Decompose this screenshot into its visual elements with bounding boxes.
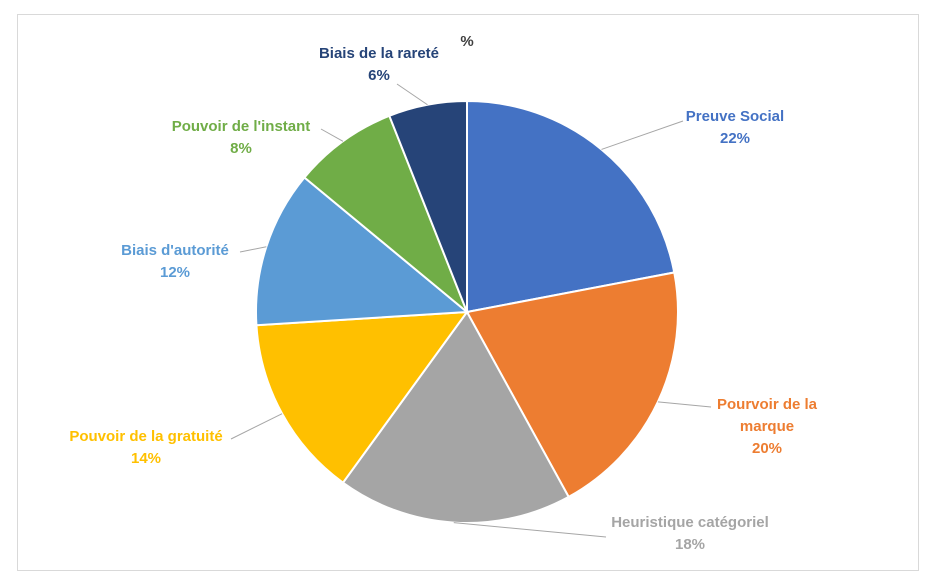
- slice-label: Preuve Social 22%: [686, 108, 784, 147]
- leader-lines: [230, 83, 712, 538]
- slice-label: Heuristique catégoriel 18%: [611, 514, 769, 553]
- leader-line: [601, 120, 684, 150]
- leader-line: [320, 128, 344, 142]
- leader-line: [453, 522, 607, 538]
- slice-name-label: Preuve Social: [686, 108, 784, 125]
- slice-value-label: 6%: [368, 67, 390, 84]
- slice-value-label: 22%: [720, 130, 750, 147]
- slice-value-label: 8%: [230, 140, 252, 157]
- leader-line: [396, 83, 428, 106]
- leader-line: [657, 401, 712, 408]
- slice-name-label: Heuristique catégoriel: [611, 514, 769, 531]
- slice-value-label: 18%: [675, 536, 705, 553]
- slice-label: Pouvoir de l'instant 8%: [172, 118, 311, 157]
- slice-value-label: 12%: [160, 264, 190, 281]
- data-labels: Preuve Social 22% Pourvoir de la marque 20% H…: [69, 45, 817, 553]
- slice-name-label: Pouvoir de l'instant: [172, 118, 311, 135]
- chart-title: %: [460, 33, 473, 50]
- pie-slice: [388, 99, 468, 313]
- slice-name-label: Pourvoir de la: [717, 396, 818, 413]
- slice-label: Biais d'autorité 12%: [121, 242, 229, 281]
- pie-slice: [303, 114, 468, 313]
- slice-name-label: Biais d'autorité: [121, 242, 229, 259]
- slice-label: Biais de la rareté 6%: [319, 45, 439, 84]
- pie-slice: [466, 99, 676, 314]
- slice-label: Pouvoir de la gratuité 14%: [69, 428, 222, 467]
- pie-slice: [341, 310, 571, 524]
- slice-name-label: Biais de la rareté: [319, 45, 439, 62]
- slice-name-label: Pouvoir de la gratuité: [69, 428, 222, 445]
- leader-line: [239, 246, 267, 253]
- slice-value-label: 14%: [131, 450, 161, 467]
- pie-slices: [255, 99, 679, 524]
- leader-line: [230, 413, 283, 440]
- slice-name-label: marque: [740, 418, 794, 435]
- slice-label: Pourvoir de la marque 20%: [717, 396, 818, 457]
- slice-value-label: 20%: [752, 440, 782, 457]
